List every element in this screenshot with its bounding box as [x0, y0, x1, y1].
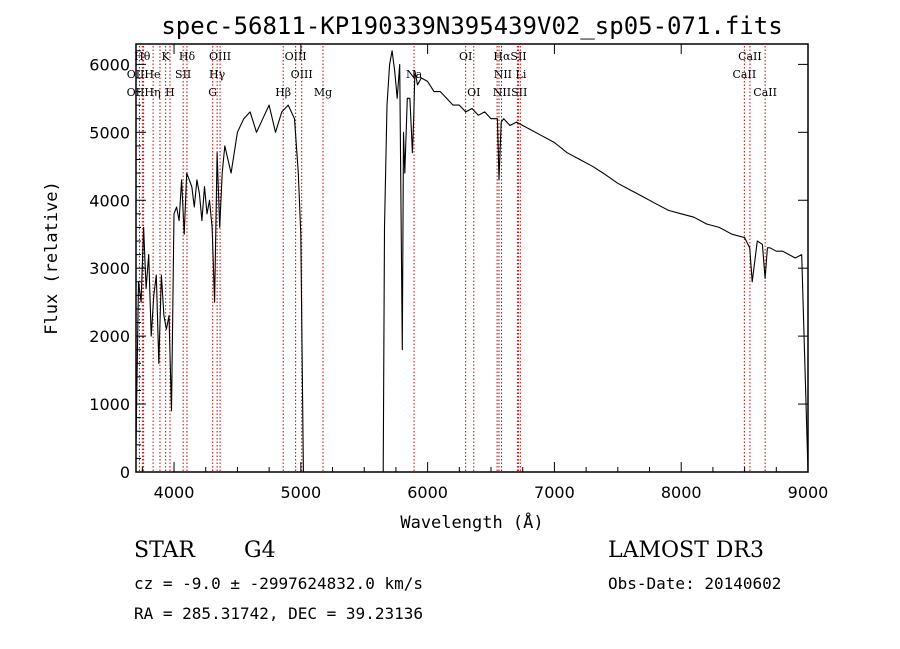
spectral-line-label: OIIHη	[127, 86, 161, 99]
redshift-readout: cz = -9.0 ± -2997624832.0 km/s	[134, 574, 423, 593]
object-class: STAR	[134, 538, 195, 563]
spectral-subclass: G4	[244, 538, 276, 563]
x-axis-label: Wavelength (Å)	[400, 511, 543, 533]
spectral-line-label: HαSII	[493, 50, 526, 63]
plot-frame	[135, 43, 809, 473]
x-tick-label: 6000	[407, 483, 448, 502]
y-tick-label: 3000	[89, 259, 130, 278]
spectral-line-label: Hθ	[134, 50, 151, 63]
x-tick-label: 9000	[788, 483, 829, 502]
axis-ticks: 4000 5000 6000 7000 8000 9000 0 1000 2000 3000 400…	[89, 44, 828, 502]
spectral-line-label: Hγ	[209, 68, 226, 81]
spectral-line-label: NII Li	[494, 68, 527, 81]
y-tick-label: 0	[120, 463, 130, 482]
spectral-line-label: Hβ	[275, 86, 291, 99]
spectrum-line	[135, 50, 809, 473]
spectral-line-label: OIII	[291, 68, 313, 81]
spectral-line-label: SII	[175, 68, 191, 81]
obs-date: Obs-Date: 20140602	[608, 574, 782, 593]
coordinates: RA = 285.31742, DEC = 39.23136	[134, 604, 423, 623]
spectral-line-label: Hδ	[179, 50, 196, 63]
spectral-line-label: CaII	[738, 50, 762, 63]
spectral-line-label: K	[162, 50, 171, 63]
reference-lines	[138, 46, 766, 472]
spectrum-series	[135, 50, 809, 473]
spectral-line-label: OI	[459, 50, 472, 63]
y-tick-label: 6000	[89, 55, 130, 74]
spectral-line-label: H	[165, 86, 175, 99]
y-tick-label: 2000	[89, 327, 130, 346]
spectral-line-label: OIIHe	[127, 68, 161, 81]
spectral-line-label: OIII	[285, 50, 307, 63]
spectral-line-label: NIISII	[493, 86, 528, 99]
x-tick-label: 4000	[154, 483, 195, 502]
y-axis-label: Flux (relative)	[42, 181, 62, 335]
spectral-line-label: CaII	[733, 68, 757, 81]
x-tick-label: 7000	[534, 483, 575, 502]
spectral-line-label: Mg	[314, 86, 332, 99]
spectral-line-label: Na	[406, 68, 423, 81]
y-tick-label: 4000	[89, 191, 130, 210]
chart-title: spec-56811-KP190339N395439V02_sp05-071.f…	[161, 12, 782, 40]
y-tick-label: 5000	[89, 123, 130, 142]
spectral-line-label: G	[208, 86, 217, 99]
spectral-line-label: CaII	[753, 86, 777, 99]
survey-name: LAMOST DR3	[608, 538, 764, 563]
x-tick-label: 8000	[661, 483, 702, 502]
x-tick-label: 5000	[280, 483, 321, 502]
y-tick-label: 1000	[89, 395, 130, 414]
line-labels: Hθ K Hδ OIII OIII OI HαSII CaII OIIHe SII Hγ OIII Na…	[127, 50, 777, 99]
spectral-line-label: OI	[467, 86, 480, 99]
spectral-line-label: OIII	[209, 50, 231, 63]
